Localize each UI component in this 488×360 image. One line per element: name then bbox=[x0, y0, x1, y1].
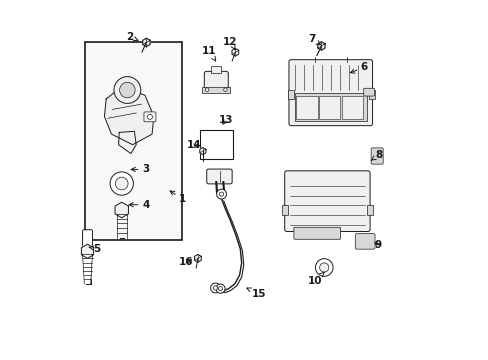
Polygon shape bbox=[194, 255, 201, 262]
Text: 2: 2 bbox=[126, 32, 138, 42]
Polygon shape bbox=[115, 202, 128, 218]
Bar bbox=[366, 206, 372, 215]
FancyBboxPatch shape bbox=[355, 234, 374, 249]
Circle shape bbox=[210, 283, 220, 293]
Circle shape bbox=[219, 192, 223, 196]
FancyBboxPatch shape bbox=[370, 148, 383, 164]
Text: 4: 4 bbox=[129, 200, 149, 210]
Polygon shape bbox=[142, 38, 150, 47]
Polygon shape bbox=[104, 86, 154, 145]
FancyBboxPatch shape bbox=[284, 171, 369, 231]
Circle shape bbox=[319, 263, 328, 272]
Circle shape bbox=[216, 189, 226, 199]
Polygon shape bbox=[317, 42, 325, 50]
Text: 11: 11 bbox=[202, 46, 216, 61]
Bar bbox=[368, 90, 374, 99]
Polygon shape bbox=[231, 48, 238, 56]
FancyBboxPatch shape bbox=[288, 60, 372, 126]
Circle shape bbox=[114, 77, 141, 103]
Text: 14: 14 bbox=[187, 140, 202, 150]
Text: 9: 9 bbox=[373, 240, 381, 250]
Text: 16: 16 bbox=[179, 257, 193, 267]
Circle shape bbox=[213, 286, 217, 290]
Polygon shape bbox=[200, 148, 205, 154]
FancyBboxPatch shape bbox=[293, 227, 340, 239]
Bar bbox=[319, 96, 340, 119]
Bar bbox=[85, 42, 182, 240]
Circle shape bbox=[223, 88, 227, 91]
Text: 15: 15 bbox=[246, 288, 265, 298]
Circle shape bbox=[115, 177, 128, 190]
Bar bbox=[287, 90, 293, 99]
Bar bbox=[281, 206, 287, 215]
Text: 1: 1 bbox=[170, 191, 186, 204]
Text: 12: 12 bbox=[223, 37, 237, 50]
Text: 5: 5 bbox=[89, 244, 101, 254]
FancyBboxPatch shape bbox=[143, 112, 156, 122]
FancyBboxPatch shape bbox=[82, 230, 92, 251]
Bar bbox=[342, 96, 363, 119]
Bar bbox=[296, 96, 317, 119]
Circle shape bbox=[315, 259, 332, 276]
Circle shape bbox=[216, 284, 224, 293]
Text: 13: 13 bbox=[219, 115, 233, 125]
Text: 8: 8 bbox=[370, 150, 382, 161]
Circle shape bbox=[120, 82, 135, 98]
Bar bbox=[202, 87, 230, 93]
Circle shape bbox=[147, 114, 152, 119]
Text: 7: 7 bbox=[307, 34, 320, 45]
Circle shape bbox=[218, 287, 222, 291]
Bar bbox=[294, 93, 366, 121]
Polygon shape bbox=[118, 131, 136, 154]
Circle shape bbox=[205, 88, 208, 91]
FancyBboxPatch shape bbox=[204, 71, 228, 90]
Circle shape bbox=[110, 172, 133, 195]
Polygon shape bbox=[81, 244, 93, 258]
FancyBboxPatch shape bbox=[363, 88, 374, 96]
Bar bbox=[200, 130, 232, 159]
Bar bbox=[211, 66, 221, 73]
FancyBboxPatch shape bbox=[206, 169, 232, 184]
Text: 6: 6 bbox=[350, 62, 367, 73]
Text: 3: 3 bbox=[131, 165, 149, 174]
Text: 10: 10 bbox=[307, 272, 324, 285]
